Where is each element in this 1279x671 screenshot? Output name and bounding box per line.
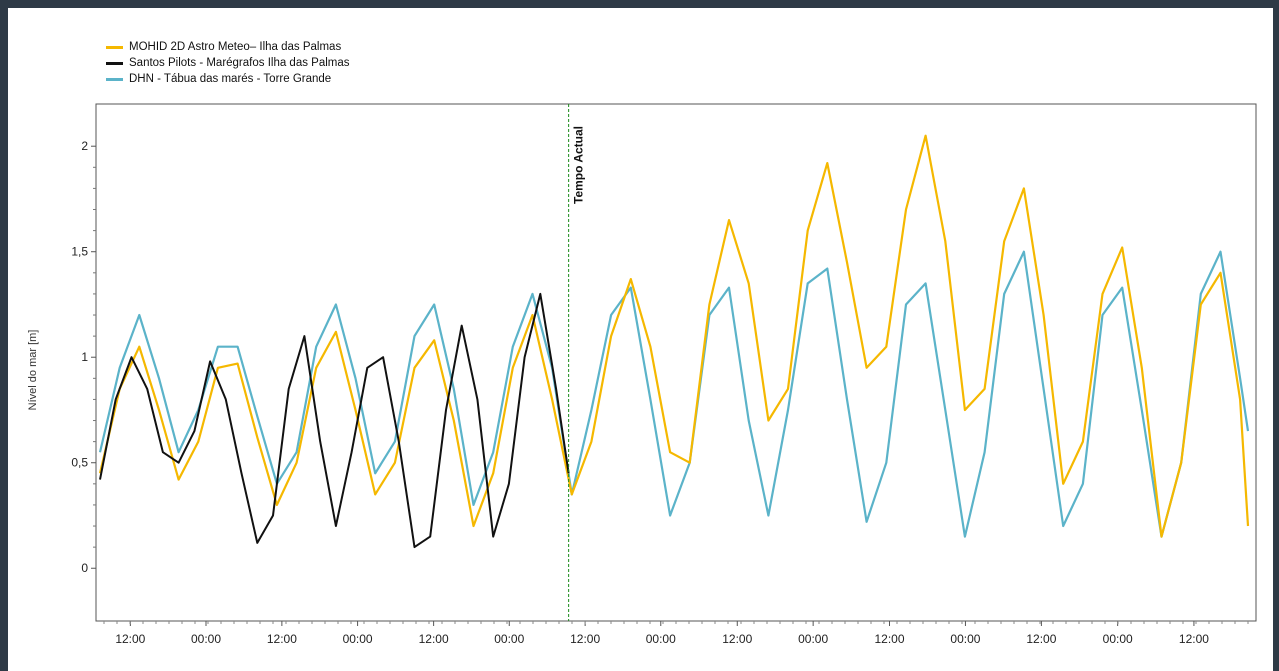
y-tick-label: 1,5 [71,245,88,259]
x-tick-label: 12:00 [722,632,752,646]
y-tick-label: 1 [81,350,88,364]
x-tick-label: 12:00 [570,632,600,646]
plot-area-frame [95,103,1257,622]
series-line-1 [99,292,570,549]
current-time-label: Tempo Actual [572,126,586,204]
x-tick-label: 12:00 [419,632,449,646]
x-tick-label: 12:00 [1026,632,1056,646]
x-tick-label: 00:00 [343,632,373,646]
current-time-marker: Tempo Actual [568,104,586,621]
legend-label: MOHID 2D Astro Meteo– Ilha das Palmas [129,41,342,53]
legend-swatch [106,61,123,65]
legend-label: DHN - Tábua das marés - Torre Grande [129,73,332,85]
chart-window: MOHID 2D Astro Meteo– Ilha das Palmas Sa… [8,8,1273,671]
x-tick-label: 00:00 [191,632,221,646]
legend-item-dhn: DHN - Tábua das marés - Torre Grande [106,71,350,87]
x-tick-label: 00:00 [494,632,524,646]
x-tick-label: 12:00 [115,632,145,646]
series-layer [98,134,1250,549]
legend-item-santos-pilots: Santos Pilots - Marégrafos Ilha das Palm… [106,55,350,71]
y-axis: 0 0,5 1 1,5 2 [71,139,96,575]
x-tick-label: 00:00 [1103,632,1133,646]
x-tick-label: 12:00 [874,632,904,646]
legend-label: Santos Pilots - Marégrafos Ilha das Palm… [129,57,350,69]
legend-item-mohid: MOHID 2D Astro Meteo– Ilha das Palmas [106,39,350,55]
x-tick-label: 12:00 [1179,632,1209,646]
y-axis-label: Nível do mar [m] [27,330,39,411]
x-tick-label: 00:00 [646,632,676,646]
tide-chart: Nível do mar [m] 00,511,52 12:00 00:00 12:… [27,103,1257,646]
series-line-2 [98,250,1250,538]
y-tick-label: 0 [81,561,88,575]
legend-swatch [106,45,123,49]
y-tick-label: 0,5 [71,456,88,470]
x-tick-label: 00:00 [950,632,980,646]
series-line-0 [98,134,1250,538]
y-tick-label: 2 [81,139,88,153]
x-tick-label: 12:00 [267,632,297,646]
legend-swatch [106,77,123,81]
x-tick-label: 00:00 [798,632,828,646]
legend: MOHID 2D Astro Meteo– Ilha das Palmas Sa… [106,39,350,87]
x-axis: 12:00 00:00 12:00 00:00 12:00 00:00 12:00 00:00… [103,621,1249,646]
